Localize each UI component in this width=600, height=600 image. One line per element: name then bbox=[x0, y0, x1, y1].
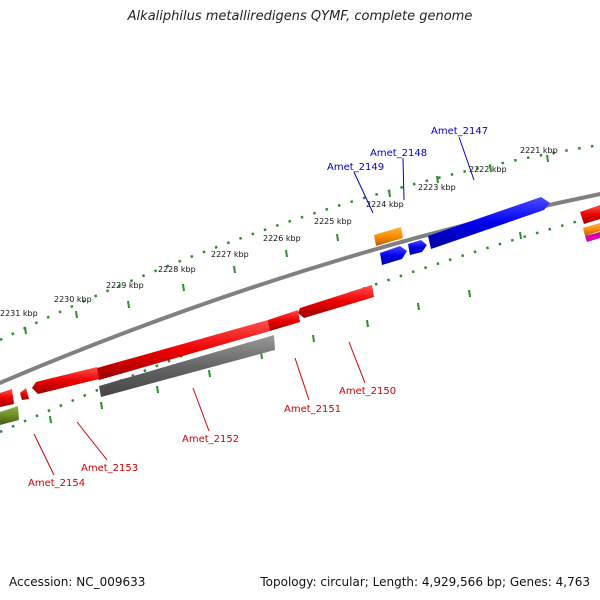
inner-major-ticks bbox=[49, 231, 522, 424]
tick-label: 2223 kbp bbox=[418, 183, 456, 192]
gene-label[interactable]: Amet_2151 bbox=[284, 404, 341, 415]
gene-feature-orange[interactable] bbox=[374, 227, 403, 246]
gene-feature-amet-2152-red[interactable] bbox=[95, 320, 270, 380]
tick-label: 2229 kbp bbox=[106, 281, 144, 290]
gene-feature-amet-2154[interactable] bbox=[20, 388, 29, 400]
tick-label: 2228 kbp bbox=[158, 265, 196, 274]
gene-label[interactable]: Amet_2152 bbox=[182, 434, 239, 445]
gene-feature-amet-2153[interactable] bbox=[32, 367, 99, 394]
gene-label[interactable]: Amet_2150 bbox=[339, 386, 396, 397]
tick-label: 2226 kbp bbox=[263, 234, 301, 243]
gene-feature-amet-2149[interactable] bbox=[380, 246, 407, 265]
gene-feature-magenta-edge[interactable] bbox=[585, 232, 600, 242]
forward-leader-lines bbox=[353, 136, 475, 214]
gene-feature-red-left-edge[interactable] bbox=[0, 389, 14, 407]
accession-text: Accession: NC_009633 bbox=[9, 575, 146, 589]
gene-label[interactable]: Amet_2153 bbox=[81, 463, 138, 474]
gene-feature-olive-left-edge[interactable] bbox=[0, 406, 19, 425]
gene-feature-amet-2152[interactable] bbox=[99, 335, 275, 397]
gene-feature-red-edge[interactable] bbox=[580, 205, 600, 224]
reverse-features bbox=[0, 285, 374, 425]
tick-label: 2230 kbp bbox=[54, 295, 92, 304]
gene-feature-amet-2147[interactable] bbox=[428, 197, 550, 249]
gene-label[interactable]: Amet_2147 bbox=[431, 126, 488, 137]
gene-labels: Amet_2147 Amet_2148 Amet_2149 Amet_2150 … bbox=[28, 126, 488, 489]
gene-feature-amet-2151[interactable] bbox=[266, 310, 300, 331]
gene-label[interactable]: Amet_2154 bbox=[28, 478, 85, 489]
inner-tick-track bbox=[0, 213, 600, 434]
tick-labels: 2221 kbp 2222 kbp 2223 kbp 2224 kbp 2225… bbox=[0, 146, 558, 318]
tick-label: 2231 kbp bbox=[0, 309, 38, 318]
tick-label: 2221 kbp bbox=[520, 146, 558, 155]
tick-label: 2227 kbp bbox=[211, 250, 249, 259]
gene-feature-amet-2150[interactable] bbox=[298, 285, 374, 318]
gene-label[interactable]: Amet_2149 bbox=[327, 162, 384, 173]
outer-major-ticks bbox=[24, 154, 549, 335]
forward-features bbox=[374, 197, 600, 265]
gene-feature-orange-edge[interactable] bbox=[583, 223, 600, 236]
gene-label[interactable]: Amet_2148 bbox=[370, 148, 427, 159]
gene-feature-amet-2148[interactable] bbox=[408, 240, 427, 255]
tick-label: 2222 kbp bbox=[469, 165, 507, 174]
topology-text: Topology: circular; Length: 4,929,566 bp… bbox=[260, 575, 590, 589]
tick-label: 2225 kbp bbox=[314, 217, 352, 226]
genome-title: Alkaliphilus metalliredigens QYMF, compl… bbox=[127, 9, 473, 24]
genome-backbone bbox=[0, 191, 600, 386]
tick-label: 2224 kbp bbox=[366, 200, 404, 209]
reverse-leader-lines bbox=[33, 341, 366, 476]
